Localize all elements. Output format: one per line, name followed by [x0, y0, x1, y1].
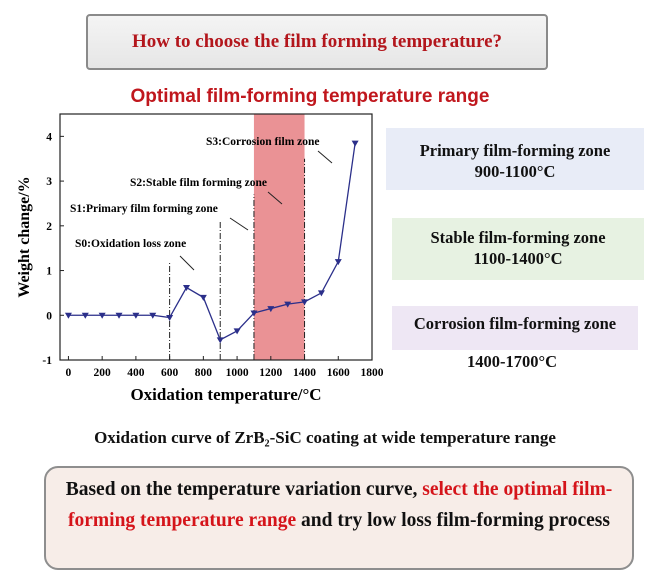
y-tick-label: -1 [42, 355, 52, 367]
y-axis-title: Weight change/% [16, 176, 33, 297]
data-point [182, 285, 190, 292]
zone-annotation: S0:Oxidation loss zone [75, 238, 186, 250]
x-tick-label: 1800 [361, 367, 384, 379]
zone-annotation: S3:Corrosion film zone [206, 136, 320, 148]
y-tick-label: 4 [46, 131, 52, 143]
data-point [166, 315, 174, 322]
x-tick-label: 1200 [259, 367, 282, 379]
y-tick-label: 2 [46, 221, 52, 233]
plot-frame [59, 113, 373, 361]
data-point [334, 259, 342, 266]
zone-annotation: S2:Stable film forming zone [130, 177, 267, 189]
stable-zone-range: 1100-1400°C [473, 249, 563, 268]
data-point [351, 140, 359, 147]
stable-zone-label: Stable film-forming zone 1100-1400°C [392, 218, 644, 280]
data-point [250, 310, 258, 317]
data-point [149, 312, 157, 319]
x-tick-label: 1000 [226, 367, 249, 379]
question-text: How to choose the film forming temperatu… [131, 31, 503, 52]
x-tick-label: 1600 [327, 367, 350, 379]
data-point [216, 337, 224, 344]
data-point [317, 290, 325, 297]
primary-zone-range: 900-1100°C [474, 162, 556, 181]
x-tick-label: 600 [161, 367, 179, 379]
data-point [132, 312, 140, 319]
question-banner: How to choose the film forming temperatu… [86, 14, 548, 70]
oxidation-chart: 0 200 400 600 800 1000 1200 1400 1600 1800 -1 0 1 2 3 4… [16, 113, 384, 404]
conclusion-highlight: select the optimal film-forming temperat… [68, 479, 613, 531]
data-point [199, 294, 207, 301]
data-point [267, 306, 275, 313]
corrosion-zone-range: 1400-1700°C [466, 352, 557, 371]
annotation-arrow [229, 217, 249, 231]
conclusion-part-1: Based on the temperature variation curve… [65, 479, 423, 500]
data-point [81, 312, 89, 319]
corrosion-zone-name: Corrosion film-forming zone [413, 314, 617, 333]
x-tick-label: 0 [66, 367, 72, 379]
annotation-arrow [267, 191, 283, 205]
data-point [64, 312, 72, 319]
y-tick-label: 0 [46, 310, 52, 322]
annotation-arrow [317, 150, 333, 164]
y-tick-label: 1 [46, 266, 52, 278]
x-tick-label: 800 [195, 367, 213, 379]
data-point [284, 301, 292, 308]
conclusion-box: Based on the temperature variation curve… [44, 466, 634, 570]
data-point [115, 312, 123, 319]
conclusion-part-3: and try low loss film-forming process [296, 510, 610, 531]
data-point [301, 299, 309, 306]
stable-zone-name: Stable film-forming zone [430, 228, 606, 247]
optimal-range-title: Optimal film-forming temperature range [130, 86, 490, 107]
primary-zone-name: Primary film-forming zone [419, 141, 611, 160]
data-point [98, 312, 106, 319]
x-tick-label: 400 [127, 367, 145, 379]
corrosion-zone-label: Corrosion film-forming zone [392, 306, 638, 350]
annotation-arrow [179, 255, 195, 271]
x-axis-title: Oxidation temperature/°C [130, 385, 321, 404]
data-point [233, 328, 241, 335]
x-tick-label: 1400 [293, 367, 316, 379]
highlight-band [253, 114, 305, 360]
y-tick-label: 3 [46, 176, 52, 188]
x-tick-label: 200 [94, 367, 112, 379]
primary-zone-label: Primary film-forming zone 900-1100°C [386, 128, 644, 190]
chart-caption: Oxidation curve of ZrB₂-SiC coating at w… [94, 428, 556, 447]
zone-annotation: S1:Primary film forming zone [70, 203, 218, 215]
